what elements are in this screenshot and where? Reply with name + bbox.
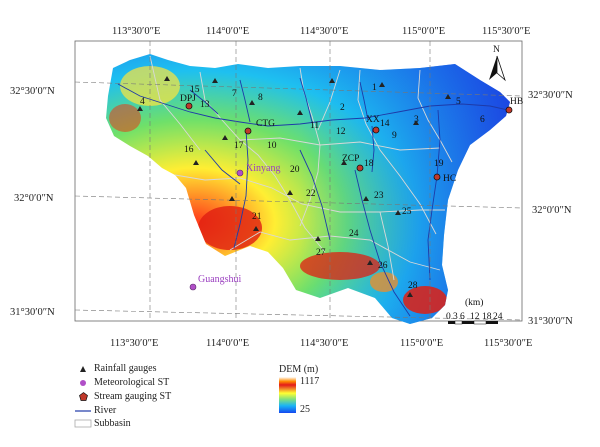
subbasin-label: 19 bbox=[434, 159, 444, 169]
pentagon-icon bbox=[72, 390, 94, 403]
legend-label-rainfall: Rainfall gauges bbox=[94, 363, 157, 374]
legend-label-river: River bbox=[94, 405, 117, 416]
north-label: N bbox=[493, 45, 500, 55]
bottom-lon-3: 114°30′0″E bbox=[300, 338, 348, 349]
subbasin-box-icon bbox=[72, 417, 94, 430]
scale-tick: 18 bbox=[482, 312, 492, 322]
subbasin-label: 3 bbox=[414, 115, 419, 125]
subbasin-label: 15 bbox=[190, 85, 200, 95]
dem-color-ramp bbox=[279, 377, 296, 413]
scale-unit: (km) bbox=[465, 297, 483, 308]
dem-min-value: 25 bbox=[300, 404, 310, 415]
subbasin-label: 24 bbox=[349, 229, 359, 239]
subbasin-label: 25 bbox=[402, 207, 412, 217]
north-arrow-icon: N bbox=[489, 45, 506, 82]
station-label-guangshui: Guangshui bbox=[198, 274, 242, 285]
subbasin-labels: 1 2 3 4 5 6 7 8 9 10 11 12 13 14 15 16 1… bbox=[140, 83, 485, 291]
subbasin-boundaries bbox=[149, 55, 453, 281]
top-lon-3: 114°30′0″E bbox=[300, 26, 348, 37]
right-lat-2: 32°0′0″N bbox=[532, 205, 572, 216]
subbasin-label: 5 bbox=[456, 97, 461, 107]
top-lon-4: 115°0′0″E bbox=[402, 26, 445, 37]
top-lon-2: 114°0′0″E bbox=[206, 26, 249, 37]
subbasin-label: 28 bbox=[408, 281, 418, 291]
top-lon-5: 115°30′0″E bbox=[482, 26, 530, 37]
subbasin-label: 6 bbox=[480, 115, 485, 125]
subbasin-label: 8 bbox=[258, 93, 263, 103]
subbasin-label: 18 bbox=[364, 159, 374, 169]
scale-tick: 0 bbox=[446, 312, 451, 322]
subbasin-label: 10 bbox=[267, 141, 277, 151]
scale-tick: 24 bbox=[493, 312, 503, 322]
station-label-hc: HC bbox=[443, 174, 456, 184]
bottom-lon-4: 115°0′0″E bbox=[400, 338, 443, 349]
subbasin-label: 27 bbox=[316, 248, 326, 258]
station-label-hb: HB bbox=[510, 97, 523, 107]
bottom-lon-5: 115°30′0″E bbox=[484, 338, 532, 349]
legend-label-stream-gauging: Stream gauging ST bbox=[94, 391, 172, 402]
legend-item-subbasin: Subbasin bbox=[72, 417, 131, 430]
right-lat-1: 32°30′0″N bbox=[528, 90, 573, 101]
station-label-zcp: ZCP bbox=[342, 154, 359, 164]
subbasin-label: 17 bbox=[234, 141, 244, 151]
bottom-lon-1: 113°30′0″E bbox=[110, 338, 158, 349]
scale-bar: (km) 0 3 6 12 18 24 bbox=[446, 297, 503, 325]
station-label-dpj: DPJ bbox=[180, 94, 196, 104]
subbasin-label: 22 bbox=[306, 189, 316, 199]
legend-item-meteorological: Meteorological ST bbox=[72, 376, 169, 389]
left-lat-3: 31°30′0″N bbox=[10, 307, 55, 318]
river-network bbox=[117, 77, 509, 317]
legend-item-rainfall: Rainfall gauges bbox=[72, 362, 156, 375]
map-frame bbox=[74, 40, 523, 322]
circle-icon bbox=[72, 376, 94, 389]
station-label-xinyang: Xinyang bbox=[246, 163, 280, 174]
station-label-ctg: CTG bbox=[256, 119, 275, 129]
subbasin-label: 16 bbox=[184, 145, 194, 155]
scale-tick: 3 bbox=[453, 312, 458, 322]
subbasin-label: 7 bbox=[232, 89, 237, 99]
legend-item-river: River bbox=[72, 404, 116, 417]
right-lat-3: 31°30′0″N bbox=[528, 316, 573, 327]
subbasin-label: 13 bbox=[200, 100, 210, 110]
scale-tick: 12 bbox=[470, 312, 480, 322]
subbasin-label: 21 bbox=[252, 212, 262, 222]
dem-legend-title: DEM (m) bbox=[279, 364, 319, 375]
triangle-icon bbox=[72, 362, 94, 375]
left-lat-1: 32°30′0″N bbox=[10, 86, 55, 97]
top-lon-1: 113°30′0″E bbox=[112, 26, 160, 37]
dem-max-value: 1117 bbox=[300, 376, 320, 387]
rainfall-gauge-markers bbox=[137, 76, 451, 297]
river-line-icon bbox=[72, 404, 94, 417]
stream-gauging-stations: DPJ CTG XX ZCP HC HB bbox=[180, 94, 523, 184]
subbasin-label: 14 bbox=[380, 119, 390, 129]
subbasin-label: 1 bbox=[372, 83, 377, 93]
graticule bbox=[74, 41, 523, 321]
subbasin-label: 20 bbox=[290, 165, 300, 175]
scale-tick: 6 bbox=[460, 312, 465, 322]
left-lat-2: 32°0′0″N bbox=[14, 193, 54, 204]
legend-label-subbasin: Subbasin bbox=[94, 418, 131, 429]
subbasin-label: 12 bbox=[336, 127, 346, 137]
bottom-lon-2: 114°0′0″E bbox=[206, 338, 249, 349]
legend-item-stream-gauging: Stream gauging ST bbox=[72, 390, 171, 403]
subbasin-label: 11 bbox=[310, 121, 319, 131]
station-label-xx: XX bbox=[366, 115, 380, 125]
subbasin-label: 9 bbox=[392, 131, 397, 141]
subbasin-label: 4 bbox=[140, 97, 145, 107]
subbasin-label: 2 bbox=[340, 103, 345, 113]
subbasin-label: 26 bbox=[378, 261, 388, 271]
meteorological-stations: Xinyang Guangshui bbox=[189, 163, 280, 291]
subbasin-label: 23 bbox=[374, 191, 384, 201]
legend-label-meteorological: Meteorological ST bbox=[94, 377, 170, 388]
